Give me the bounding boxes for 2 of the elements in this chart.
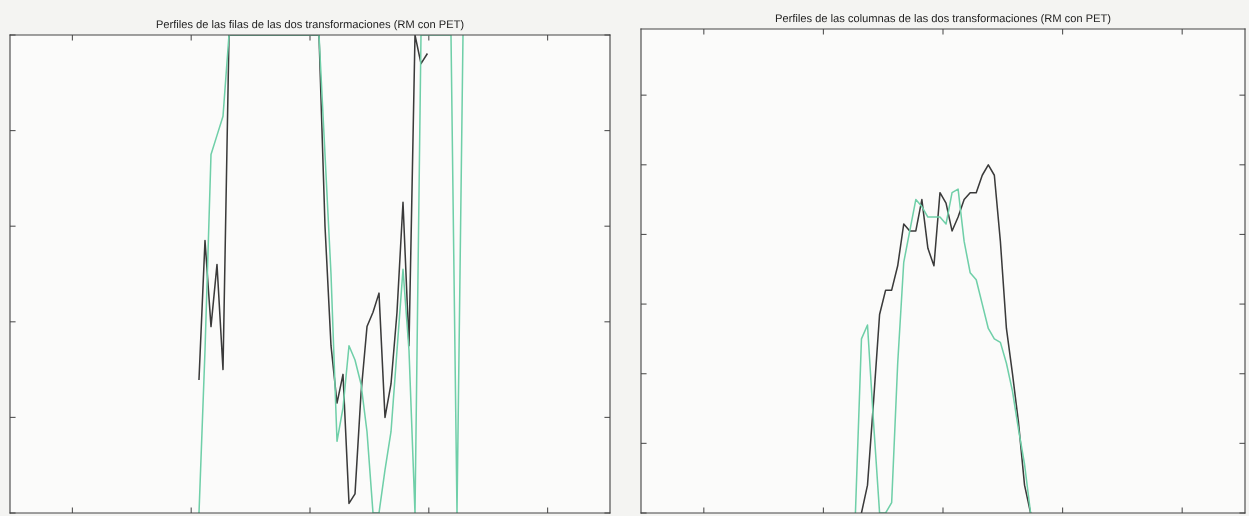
chart-title: Perfiles de las filas de las dos transformaciones (RM con PET) xyxy=(156,20,464,31)
chart-title: Perfiles de las columnas de las dos transformaciones (RM con PET) xyxy=(775,14,1111,25)
